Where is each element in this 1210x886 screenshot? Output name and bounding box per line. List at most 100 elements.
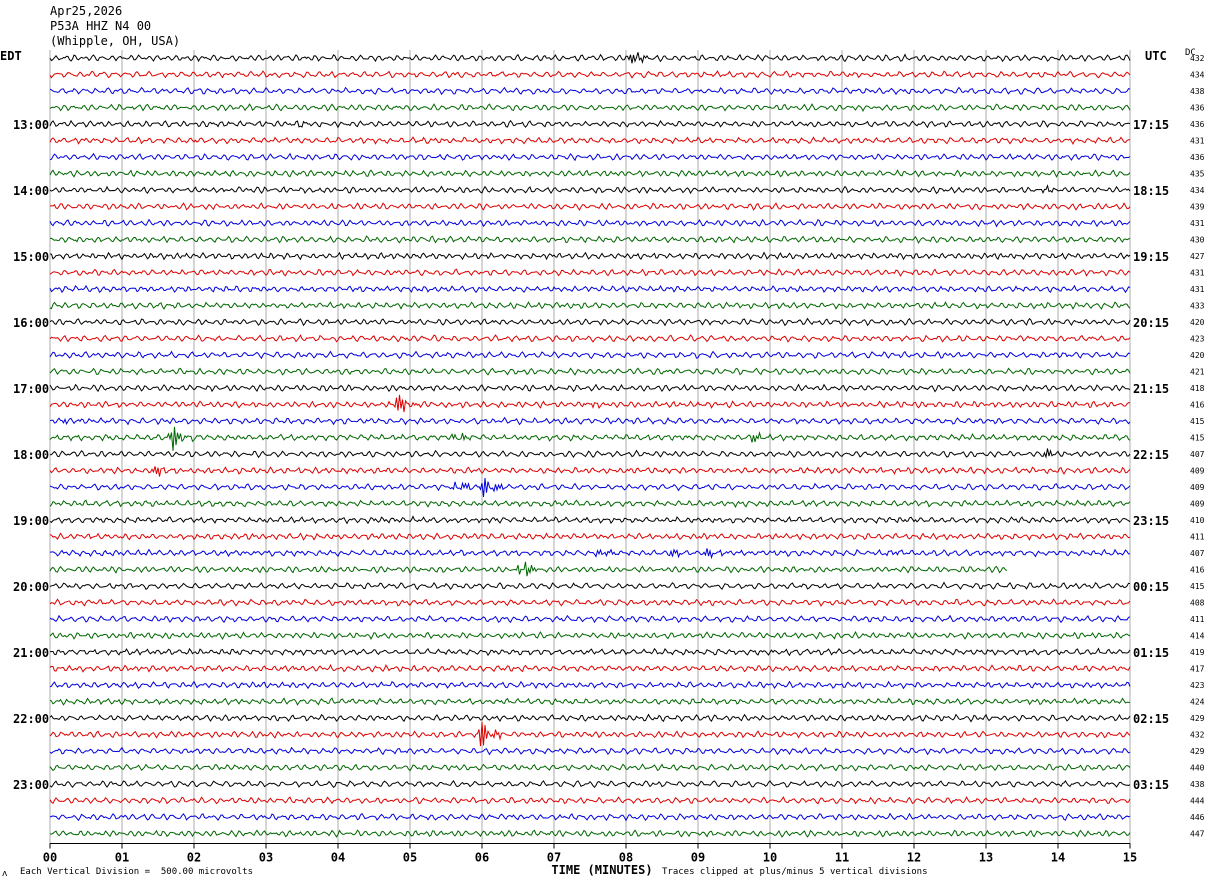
left-hour-label: 14:00 bbox=[13, 184, 49, 198]
dc-offset-value: 423 bbox=[1190, 681, 1205, 690]
x-tick-label: 00 bbox=[43, 851, 57, 865]
station-channel: P53A HHZ N4 00 bbox=[50, 19, 152, 33]
left-hour-label: 19:00 bbox=[13, 514, 49, 528]
dc-offset-value: 431 bbox=[1190, 137, 1205, 146]
x-tick-label: 07 bbox=[547, 851, 561, 865]
x-tick-label: 14 bbox=[1051, 851, 1065, 865]
seismic-trace bbox=[49, 763, 1131, 772]
seismic-trace bbox=[49, 499, 1131, 508]
dc-offset-value: 408 bbox=[1190, 599, 1205, 608]
dc-offset-value: 429 bbox=[1190, 747, 1205, 756]
dc-offset-value: 411 bbox=[1190, 533, 1205, 542]
dc-offset-value: 429 bbox=[1190, 714, 1205, 723]
dc-offset-value: 431 bbox=[1190, 269, 1205, 278]
dc-offset-value: 440 bbox=[1190, 764, 1205, 773]
seismic-trace bbox=[49, 136, 1131, 145]
right-hour-label: 00:15 bbox=[1133, 580, 1169, 594]
helicorder-traces bbox=[49, 52, 1131, 838]
seismic-trace bbox=[49, 713, 1131, 723]
seismic-trace bbox=[49, 647, 1131, 657]
seismic-trace bbox=[49, 829, 1131, 838]
right-hour-label: 19:15 bbox=[1133, 250, 1169, 264]
dc-offset-value: 419 bbox=[1190, 648, 1205, 657]
dc-offset-value: 438 bbox=[1190, 87, 1205, 96]
seismic-trace bbox=[49, 680, 1131, 690]
dc-offset-value: 409 bbox=[1190, 467, 1205, 476]
dc-offset-value: 430 bbox=[1190, 236, 1205, 245]
dc-offset-value: 431 bbox=[1190, 219, 1205, 228]
dc-offset-value: 417 bbox=[1190, 665, 1205, 674]
axis-labels: 00 01 02 03 04 05 06 07 08 09 10 11 12 13 14 15 432 434 43… bbox=[13, 54, 1205, 865]
seismic-trace bbox=[49, 448, 1131, 459]
clip-note: Traces clipped at plus/minus 5 vertical … bbox=[662, 867, 928, 877]
dc-offset-value: 414 bbox=[1190, 632, 1205, 641]
dc-offset-value: 421 bbox=[1190, 368, 1205, 377]
dc-offset-value: 444 bbox=[1190, 797, 1205, 806]
dc-offset-value: 411 bbox=[1190, 615, 1205, 624]
dc-offset-value: 438 bbox=[1190, 780, 1205, 789]
dc-offset-value: 416 bbox=[1190, 566, 1205, 575]
dc-offset-value: 424 bbox=[1190, 698, 1205, 707]
dc-offset-value: 420 bbox=[1190, 351, 1205, 360]
seismic-trace bbox=[49, 780, 1131, 788]
seismic-trace bbox=[49, 86, 1131, 96]
station-location: (Whipple, OH, USA) bbox=[50, 34, 181, 48]
dc-offset-value: 436 bbox=[1190, 104, 1205, 113]
x-tick-label: 06 bbox=[475, 851, 489, 865]
dc-offset-value: 407 bbox=[1190, 450, 1205, 459]
seismic-trace bbox=[49, 548, 1131, 560]
seismic-trace bbox=[49, 478, 1131, 497]
x-tick-label: 12 bbox=[907, 851, 921, 865]
right-hour-label: 01:15 bbox=[1133, 646, 1169, 660]
x-tick-label: 02 bbox=[187, 851, 201, 865]
dc-offset-value: 407 bbox=[1190, 549, 1205, 558]
seismic-trace bbox=[49, 251, 1131, 261]
seismic-trace bbox=[49, 184, 1131, 195]
x-tick-label: 11 bbox=[835, 851, 849, 865]
dc-offset-value: 436 bbox=[1190, 153, 1205, 162]
left-hour-label: 21:00 bbox=[13, 646, 49, 660]
dc-offset-value: 427 bbox=[1190, 252, 1205, 261]
x-tick-label: 01 bbox=[115, 851, 129, 865]
dc-offset-value: 420 bbox=[1190, 318, 1205, 327]
seismic-trace bbox=[49, 284, 1131, 294]
dc-offset-value: 432 bbox=[1190, 731, 1205, 740]
seismic-trace bbox=[49, 561, 1008, 577]
station-date: Apr25,2026 bbox=[50, 4, 123, 18]
dc-offset-value: 434 bbox=[1190, 71, 1205, 80]
dc-offset-value: 434 bbox=[1190, 186, 1205, 195]
right-hour-label: 21:15 bbox=[1133, 382, 1169, 396]
left-timezone-label: EDT bbox=[0, 49, 22, 63]
dc-offset-header: DC bbox=[1185, 48, 1196, 58]
seismic-trace bbox=[49, 796, 1131, 805]
dc-offset-value: 415 bbox=[1190, 417, 1205, 426]
seismic-trace bbox=[49, 394, 1131, 413]
dc-offset-value: 439 bbox=[1190, 203, 1205, 212]
seismic-trace bbox=[49, 52, 1131, 64]
x-tick-label: 05 bbox=[403, 851, 417, 865]
dc-offset-value: 431 bbox=[1190, 285, 1205, 294]
seismic-trace bbox=[49, 416, 1131, 426]
x-tick-label: 08 bbox=[619, 851, 633, 865]
seismic-trace bbox=[49, 515, 1131, 525]
seismic-trace bbox=[49, 581, 1131, 591]
left-hour-label: 13:00 bbox=[13, 118, 49, 132]
seismic-trace bbox=[49, 532, 1131, 541]
seismic-trace bbox=[49, 317, 1131, 327]
minute-grid bbox=[49, 50, 1131, 849]
seismic-trace bbox=[49, 812, 1131, 822]
dc-offset-value: 409 bbox=[1190, 483, 1205, 492]
seismic-trace bbox=[49, 598, 1131, 607]
dc-offset-value: 436 bbox=[1190, 120, 1205, 129]
corner-mark: ᴧ bbox=[2, 869, 8, 879]
seismic-trace bbox=[49, 367, 1131, 376]
seismic-trace bbox=[49, 614, 1131, 624]
seismic-trace bbox=[49, 383, 1131, 393]
x-tick-label: 04 bbox=[331, 851, 345, 865]
seismic-trace bbox=[49, 119, 1131, 129]
seismic-trace bbox=[49, 697, 1131, 706]
x-tick-label: 03 bbox=[259, 851, 273, 865]
seismic-trace bbox=[49, 746, 1131, 756]
dc-offset-value: 410 bbox=[1190, 516, 1205, 525]
